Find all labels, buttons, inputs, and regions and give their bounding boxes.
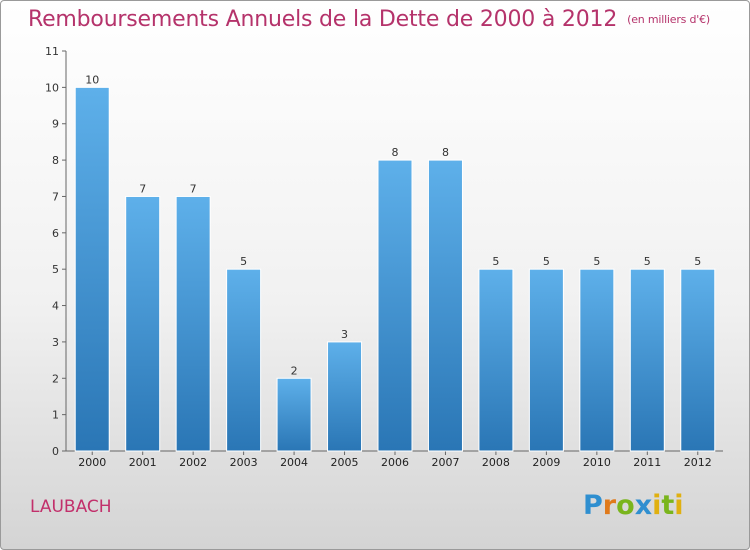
bar (327, 341, 363, 452)
data-label: 7 (190, 182, 197, 195)
y-tick-label: 9 (52, 118, 59, 131)
bar (175, 195, 211, 452)
logo-letter: P (583, 490, 603, 521)
data-label: 8 (442, 146, 449, 159)
data-label: 5 (543, 255, 550, 268)
bar (125, 195, 161, 452)
proxiti-logo: Proxiti (583, 490, 684, 521)
y-tick-label: 10 (45, 81, 59, 94)
logo-letter: i (652, 490, 662, 521)
bar (579, 268, 615, 452)
data-label: 10 (85, 73, 99, 86)
y-tick-label: 4 (52, 300, 59, 313)
bar (276, 377, 312, 452)
data-label: 8 (392, 146, 399, 159)
x-tick-label: 2004 (280, 456, 308, 469)
x-tick-label: 2009 (532, 456, 560, 469)
data-label: 5 (644, 255, 651, 268)
chart-title: Remboursements Annuels de la Dette de 20… (28, 7, 710, 32)
x-tick-label: 2005 (331, 456, 359, 469)
x-tick-label: 2008 (482, 456, 510, 469)
y-tick-label: 3 (52, 336, 59, 349)
x-tick-label: 2012 (684, 456, 712, 469)
bar (226, 268, 262, 452)
logo-letter: r (602, 490, 617, 521)
bar (680, 268, 716, 452)
data-label: 3 (341, 328, 348, 341)
logo-letter: o (616, 490, 635, 521)
x-tick-label: 2002 (179, 456, 207, 469)
data-label: 7 (139, 182, 146, 195)
logo-letter: t (661, 490, 675, 521)
x-tick-label: 2010 (583, 456, 611, 469)
y-tick-label: 7 (52, 190, 59, 203)
y-tick-label: 1 (52, 409, 59, 422)
chart-subtitle: (en milliers d'€) (627, 13, 711, 26)
x-tick-label: 2006 (381, 456, 409, 469)
bar (478, 268, 514, 452)
bar (427, 159, 463, 452)
bar (377, 159, 413, 452)
logo-letter: i (674, 490, 684, 521)
data-label: 5 (694, 255, 701, 268)
data-labels: 10 7 7 5 2 3 8 8 5 5 5 5 5 (85, 73, 701, 377)
data-label: 5 (593, 255, 600, 268)
y-tick-label: 2 (52, 372, 59, 385)
x-tick-label: 2000 (78, 456, 106, 469)
x-tick-label: 2001 (129, 456, 157, 469)
x-tick-label: 2003 (230, 456, 258, 469)
logo-letter: x (634, 490, 653, 521)
bar (629, 268, 665, 452)
y-tick-label: 8 (52, 154, 59, 167)
data-label: 5 (492, 255, 499, 268)
chart-axes: 0 1 2 3 4 5 6 7 8 9 10 11 2000 2001 2002 2003 2004 2005 20… (45, 45, 723, 469)
bar (74, 86, 110, 452)
bar-series (74, 86, 716, 452)
data-label: 2 (291, 364, 298, 377)
chart-title-text: Remboursements Annuels de la Dette de 20… (28, 7, 618, 32)
city-name: LAUBACH (30, 497, 112, 517)
y-tick-label: 6 (52, 227, 59, 240)
y-tick-label: 11 (45, 45, 59, 58)
y-tick-label: 0 (52, 445, 59, 458)
data-label: 5 (240, 255, 247, 268)
x-tick-label: 2011 (633, 456, 661, 469)
y-tick-label: 5 (52, 263, 59, 276)
bar (528, 268, 564, 452)
x-tick-label: 2007 (431, 456, 459, 469)
